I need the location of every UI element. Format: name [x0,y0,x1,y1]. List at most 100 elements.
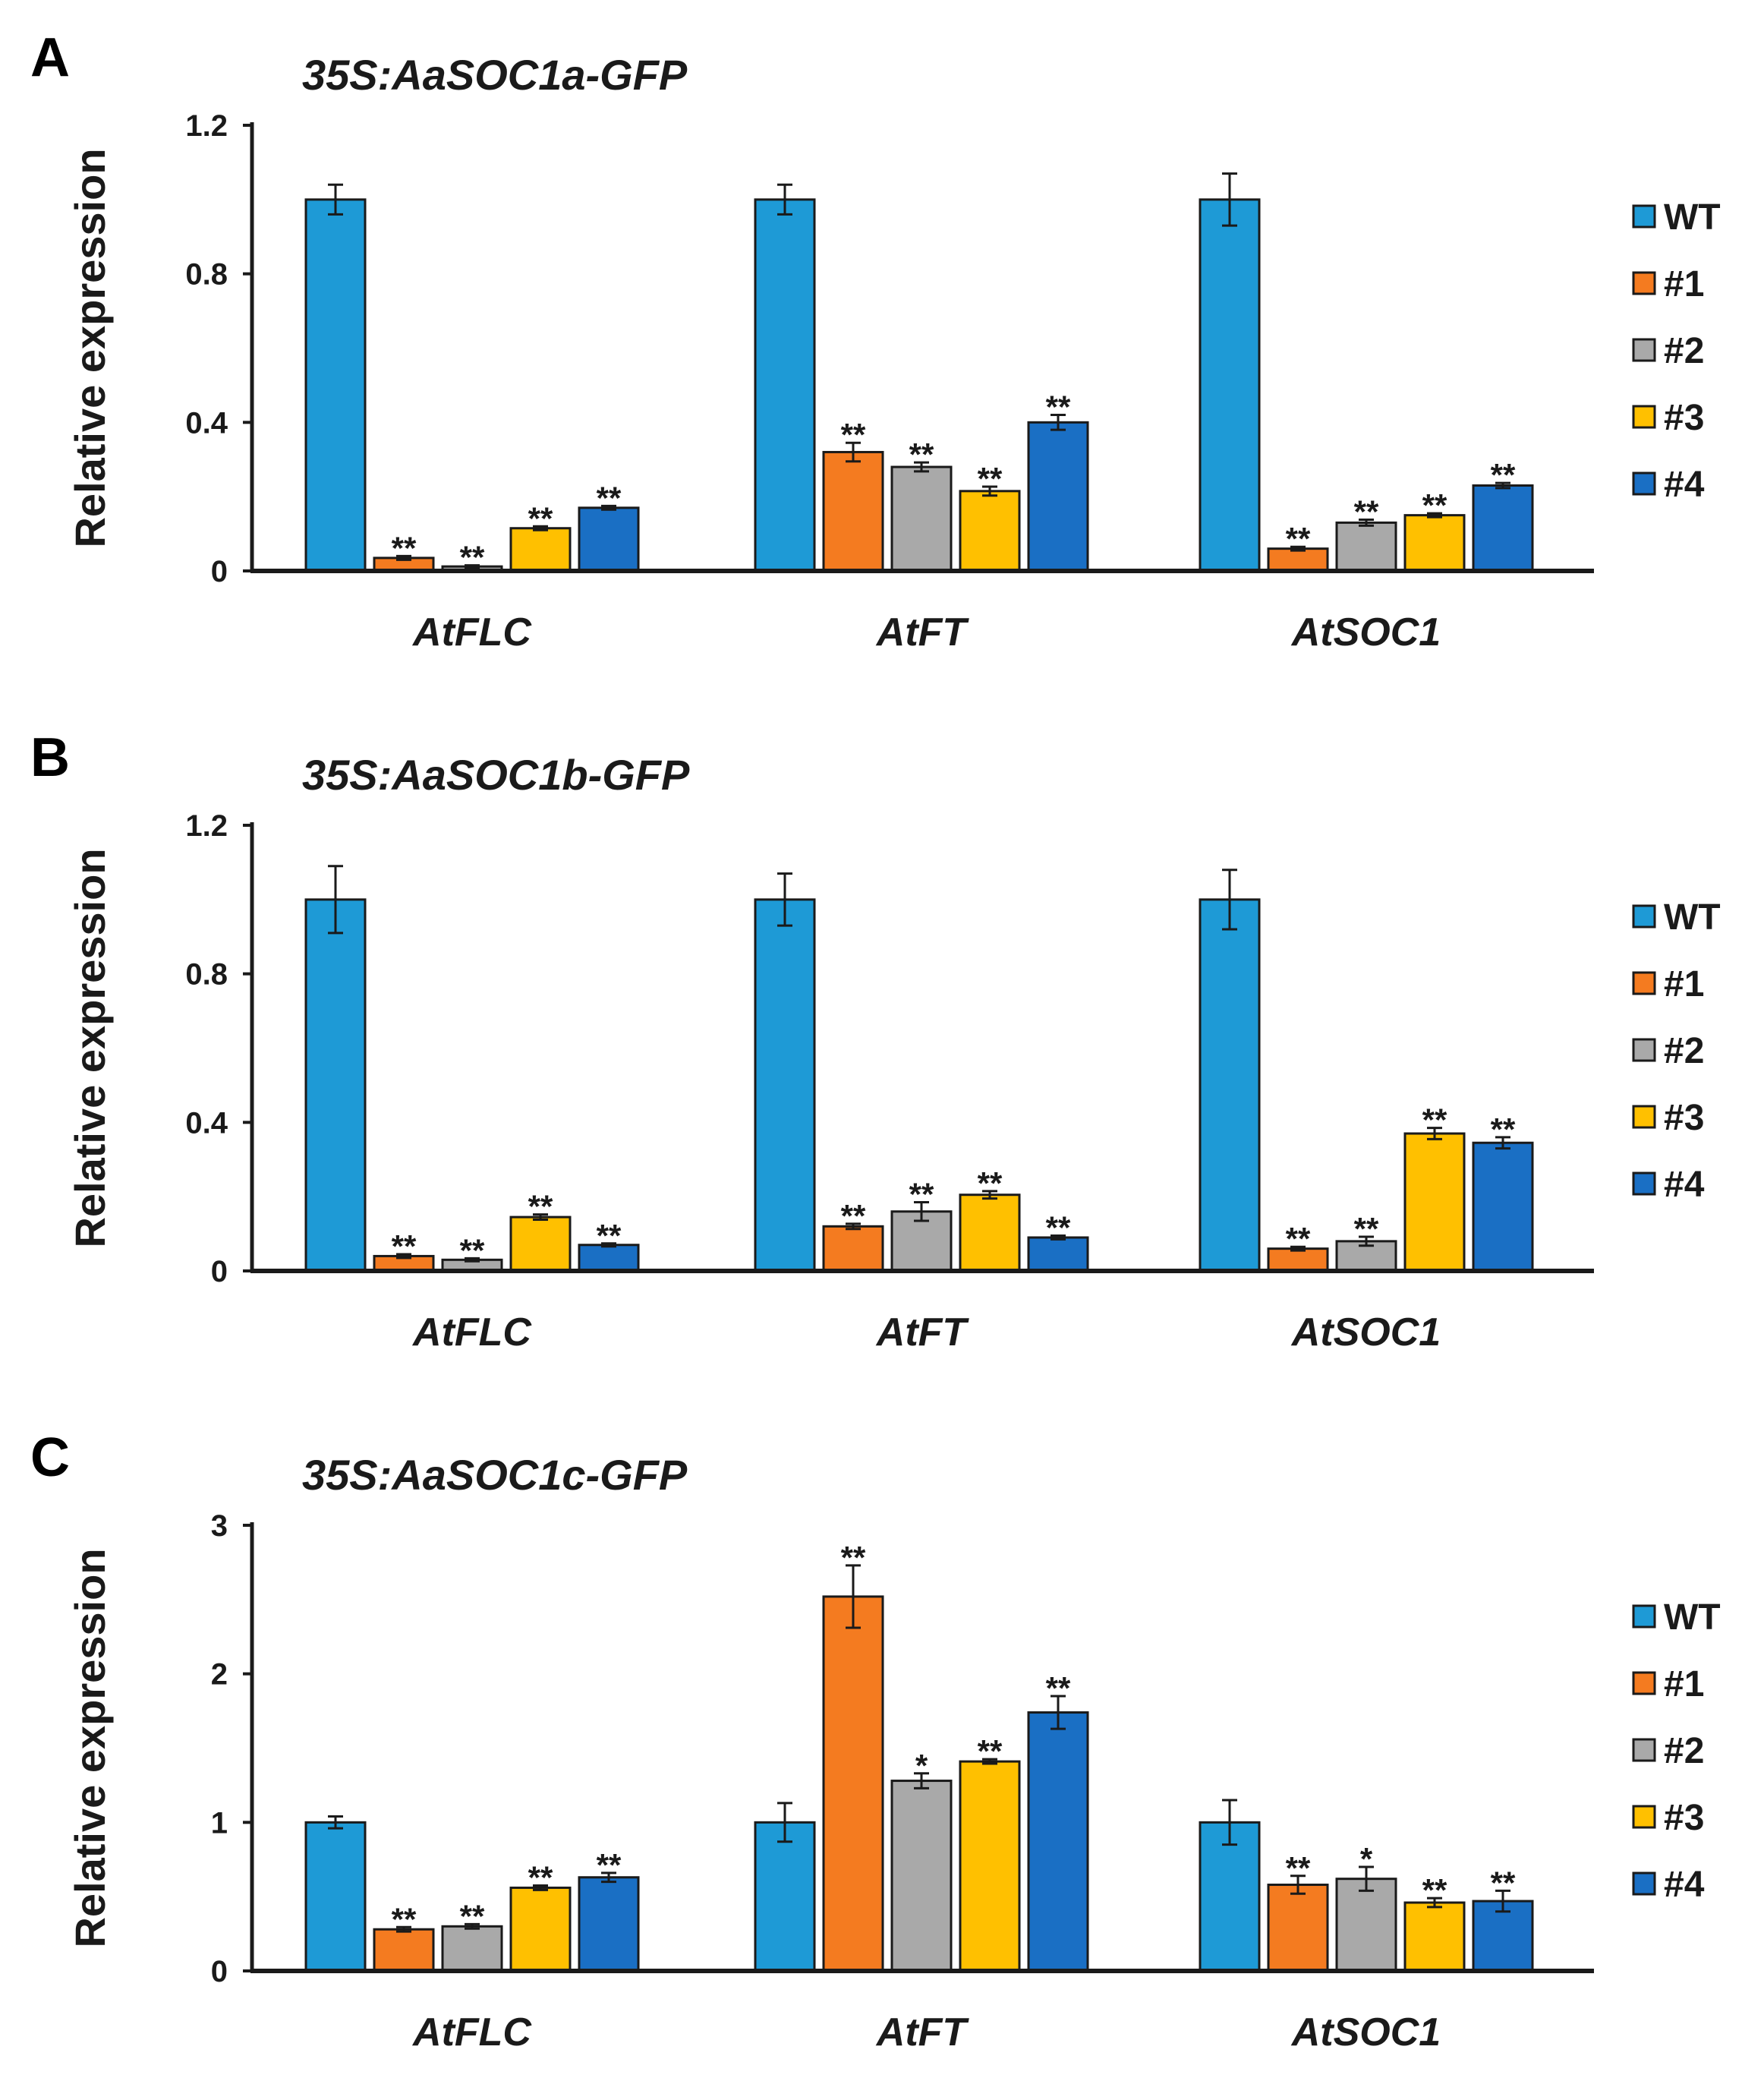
significance-mark: ** [1422,1872,1447,1908]
legend-swatch-wt [1632,1604,1656,1629]
y-tick-label: 0 [211,1255,228,1288]
significance-mark: ** [1422,1102,1447,1138]
significance-mark: ** [1046,389,1071,425]
panel-a: A 35S:AaSOC1a-GFP Relative expression 0 0.4 0… [0,0,1764,700]
legend-label: #3 [1664,398,1704,438]
bar-atft-line2 [890,465,953,572]
bar-atft-line4 [1027,1711,1089,1972]
significance-mark: ** [978,1165,1003,1201]
legend-swatch-wt [1632,204,1656,229]
bar-atsoc1-line3 [1403,1901,1466,1972]
y-tick-label: 0 [211,555,228,588]
legend-swatch-line4 [1632,1871,1656,1896]
significance-mark: ** [1286,1850,1311,1886]
bar-atft-wt [754,198,816,572]
legend-label: #1 [1664,964,1704,1004]
legend-swatch-line3 [1632,1105,1656,1129]
bar-atft-line2 [890,1780,953,1972]
bar-atsoc1-line1 [1267,1884,1329,1972]
y-axis-label: Relative expression [66,848,114,1247]
significance-mark: ** [1491,1111,1516,1147]
bar-atflc-line3 [509,1216,572,1272]
panel-c: C 35S:AaSOC1c-GFP Relative expression 0 1 2 3 *… [0,1400,1764,2100]
significance-mark: ** [1354,1211,1379,1247]
bar-atft-line1 [822,450,884,572]
significance-mark: ** [392,1228,417,1264]
bar-atflc-line4 [578,1876,640,1972]
significance-mark: ** [392,1901,417,1937]
significance-mark: * [915,1748,928,1783]
y-tick-label: 1 [211,1806,228,1840]
bar-atflc-wt [304,198,367,572]
legend-label: #3 [1664,1798,1704,1838]
bar-atflc-line3 [509,1886,572,1972]
panel-letter: C [30,1427,70,1488]
category-label-atsoc1: AtSOC1 [1290,610,1441,654]
category-label-atsoc1: AtSOC1 [1290,2010,1441,2054]
legend-label: #2 [1664,331,1704,371]
significance-mark: ** [1286,521,1311,557]
significance-mark: ** [841,417,866,452]
legend-label: #4 [1664,1865,1705,1905]
legend-swatch-line4 [1632,1171,1656,1196]
bar-atflc-wt [304,898,367,1272]
bar-atsoc1-line1 [1267,547,1329,572]
category-label-atft: AtFT [875,1310,970,1354]
category-label-atsoc1: AtSOC1 [1290,1310,1441,1354]
chart-b-svg: B 35S:AaSOC1b-GFP Relative expression 0 0.4 0… [30,727,1721,1354]
significance-mark: ** [597,1847,622,1883]
chart-title: 35S:AaSOC1c-GFP [302,1451,688,1499]
significance-mark: ** [597,1218,622,1253]
significance-mark: ** [392,530,417,566]
y-tick-label: 2 [211,1658,228,1692]
legend-label: #4 [1664,1165,1705,1205]
y-tick-label: 3 [211,1509,228,1543]
legend-swatch-line1 [1632,271,1656,295]
bar-atflc-wt [304,1821,367,1972]
legend-label: #2 [1664,1731,1704,1771]
panel-b: B 35S:AaSOC1b-GFP Relative expression 0 0.4 0… [0,700,1764,1400]
panel-letter: B [30,727,70,788]
significance-mark: ** [978,461,1003,497]
bar-atft-wt [754,898,816,1272]
legend-swatch-line2 [1632,1038,1656,1062]
legend-swatch-line4 [1632,471,1656,496]
legend-label: #1 [1664,1664,1704,1704]
bar-atsoc1-wt [1199,898,1261,1272]
bar-atsoc1-line4 [1472,1141,1534,1272]
y-tick-label: 1.2 [185,109,228,143]
significance-mark: ** [841,1540,866,1575]
chart-title: 35S:AaSOC1a-GFP [302,51,688,99]
significance-mark: ** [909,1177,934,1212]
legend-label: #4 [1664,465,1705,505]
legend-swatch-line1 [1632,1671,1656,1695]
legend-swatch-wt [1632,904,1656,929]
bar-atft-line1 [822,1595,884,1972]
legend-label: #2 [1664,1031,1704,1071]
bar-atsoc1-wt [1199,198,1261,572]
legend-label: WT [1664,1597,1721,1638]
bar-atft-line4 [1027,421,1089,572]
significance-mark: ** [978,1733,1003,1769]
significance-mark: ** [597,480,622,516]
significance-mark: ** [1286,1221,1311,1257]
bar-atft-line1 [822,1225,884,1272]
significance-mark: ** [1491,457,1516,493]
significance-mark: ** [1422,487,1447,523]
significance-mark: * [1360,1841,1373,1877]
y-tick-label: 0.8 [185,958,228,992]
bar-atsoc1-line2 [1335,1878,1397,1972]
significance-mark: ** [1491,1865,1516,1900]
legend-swatch-line3 [1632,1805,1656,1829]
category-label-atflc: AtFLC [411,2010,532,2054]
significance-mark: ** [460,1232,485,1268]
significance-mark: ** [528,500,553,536]
significance-mark: ** [841,1198,866,1234]
legend-swatch-line2 [1632,1738,1656,1762]
significance-mark: ** [1046,1210,1071,1246]
bar-atsoc1-line2 [1335,521,1397,572]
y-tick-label: 1.2 [185,809,228,843]
significance-mark: ** [1354,493,1379,529]
legend-label: #3 [1664,1098,1704,1138]
bar-atft-wt [754,1821,816,1972]
